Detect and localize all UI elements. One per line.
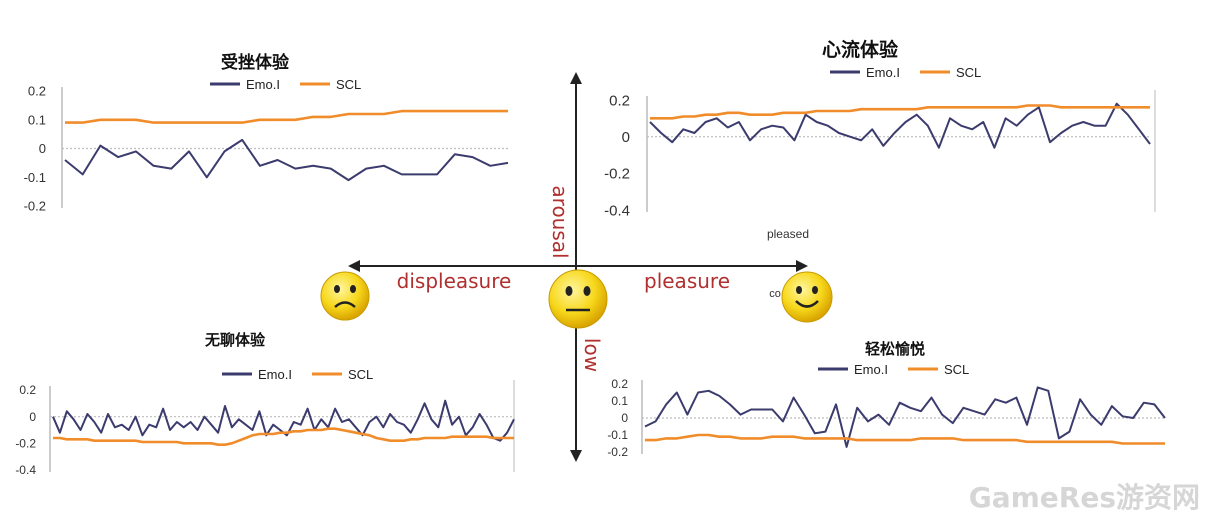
y-tick-label: 0.2: [19, 383, 36, 397]
chart-title: 无聊体验: [204, 331, 266, 349]
series-line-emo: [649, 102, 1151, 149]
y-tick-label: -0.1: [607, 428, 628, 442]
watermark: GameRes游资网: [969, 481, 1200, 514]
pleased-note: pleased: [767, 227, 809, 241]
legend-label: Emo.I: [866, 65, 900, 80]
chart-flow: 心流体验 0.2 0 -0.2 -0.4 Emo.I SCL: [604, 38, 1156, 219]
legend-label: Emo.I: [854, 362, 888, 377]
y-tick-label: -0.1: [24, 170, 46, 185]
neutral-face-icon: [548, 269, 608, 329]
partial-note: co: [769, 288, 781, 300]
y-tick-label: -0.2: [607, 445, 628, 459]
axis-label-arousal: arousal: [548, 185, 572, 258]
chart-boredom: 无聊体验 0.2 0 -0.2 -0.4 Emo.I SCL: [15, 331, 515, 477]
y-tick-label: 0.2: [609, 92, 630, 109]
y-tick-label: -0.2: [15, 437, 36, 451]
y-tick-label: 0: [39, 141, 46, 156]
chart-title: 轻松愉悦: [865, 340, 925, 358]
legend-label: SCL: [336, 77, 361, 92]
legend-label: Emo.I: [258, 367, 292, 382]
series-line-emo: [52, 399, 515, 442]
series-line-scl: [53, 427, 514, 447]
y-tick-label: 0: [621, 411, 628, 425]
y-tick-label: -0.4: [15, 463, 36, 477]
series-line-emo: [64, 138, 509, 182]
chart-relaxed: 轻松愉悦 0.2 0.1 0 -0.1 -0.2 Emo.I SCL: [607, 340, 1166, 459]
y-tick-label: 0.2: [611, 377, 628, 391]
y-tick-label: 0: [29, 410, 36, 424]
axis-label-low: low: [580, 338, 604, 372]
y-tick-label: -0.2: [24, 199, 46, 214]
legend-label: Emo.I: [246, 77, 280, 92]
series-line-scl: [650, 104, 1150, 120]
y-tick-label: 0.1: [611, 394, 628, 408]
chart-title: 受挫体验: [221, 52, 290, 73]
y-tick-label: -0.2: [604, 166, 630, 183]
axis-label-displeasure: displeasure: [397, 269, 512, 293]
series-line-scl: [645, 433, 1165, 445]
chart-frustration: 受挫体验 0.2 0.1 0 -0.1 -0.2 Emo.I SCL: [24, 52, 509, 214]
happy-face-icon: [781, 271, 833, 323]
y-tick-label: 0.1: [28, 112, 46, 127]
y-tick-label: 0.2: [28, 84, 46, 99]
quadrant-axes: displeasure pleasure arousal low pleased…: [348, 72, 809, 462]
y-tick-label: 0: [622, 129, 630, 146]
series-line-scl: [65, 109, 508, 124]
legend-label: SCL: [348, 367, 373, 382]
legend-label: SCL: [944, 362, 969, 377]
sad-face-icon: [320, 271, 370, 321]
y-tick-label: -0.4: [604, 202, 630, 219]
legend-label: SCL: [956, 65, 981, 80]
axis-label-pleasure: pleasure: [644, 269, 730, 293]
series-line-emo: [644, 386, 1166, 448]
chart-title: 心流体验: [822, 38, 899, 61]
